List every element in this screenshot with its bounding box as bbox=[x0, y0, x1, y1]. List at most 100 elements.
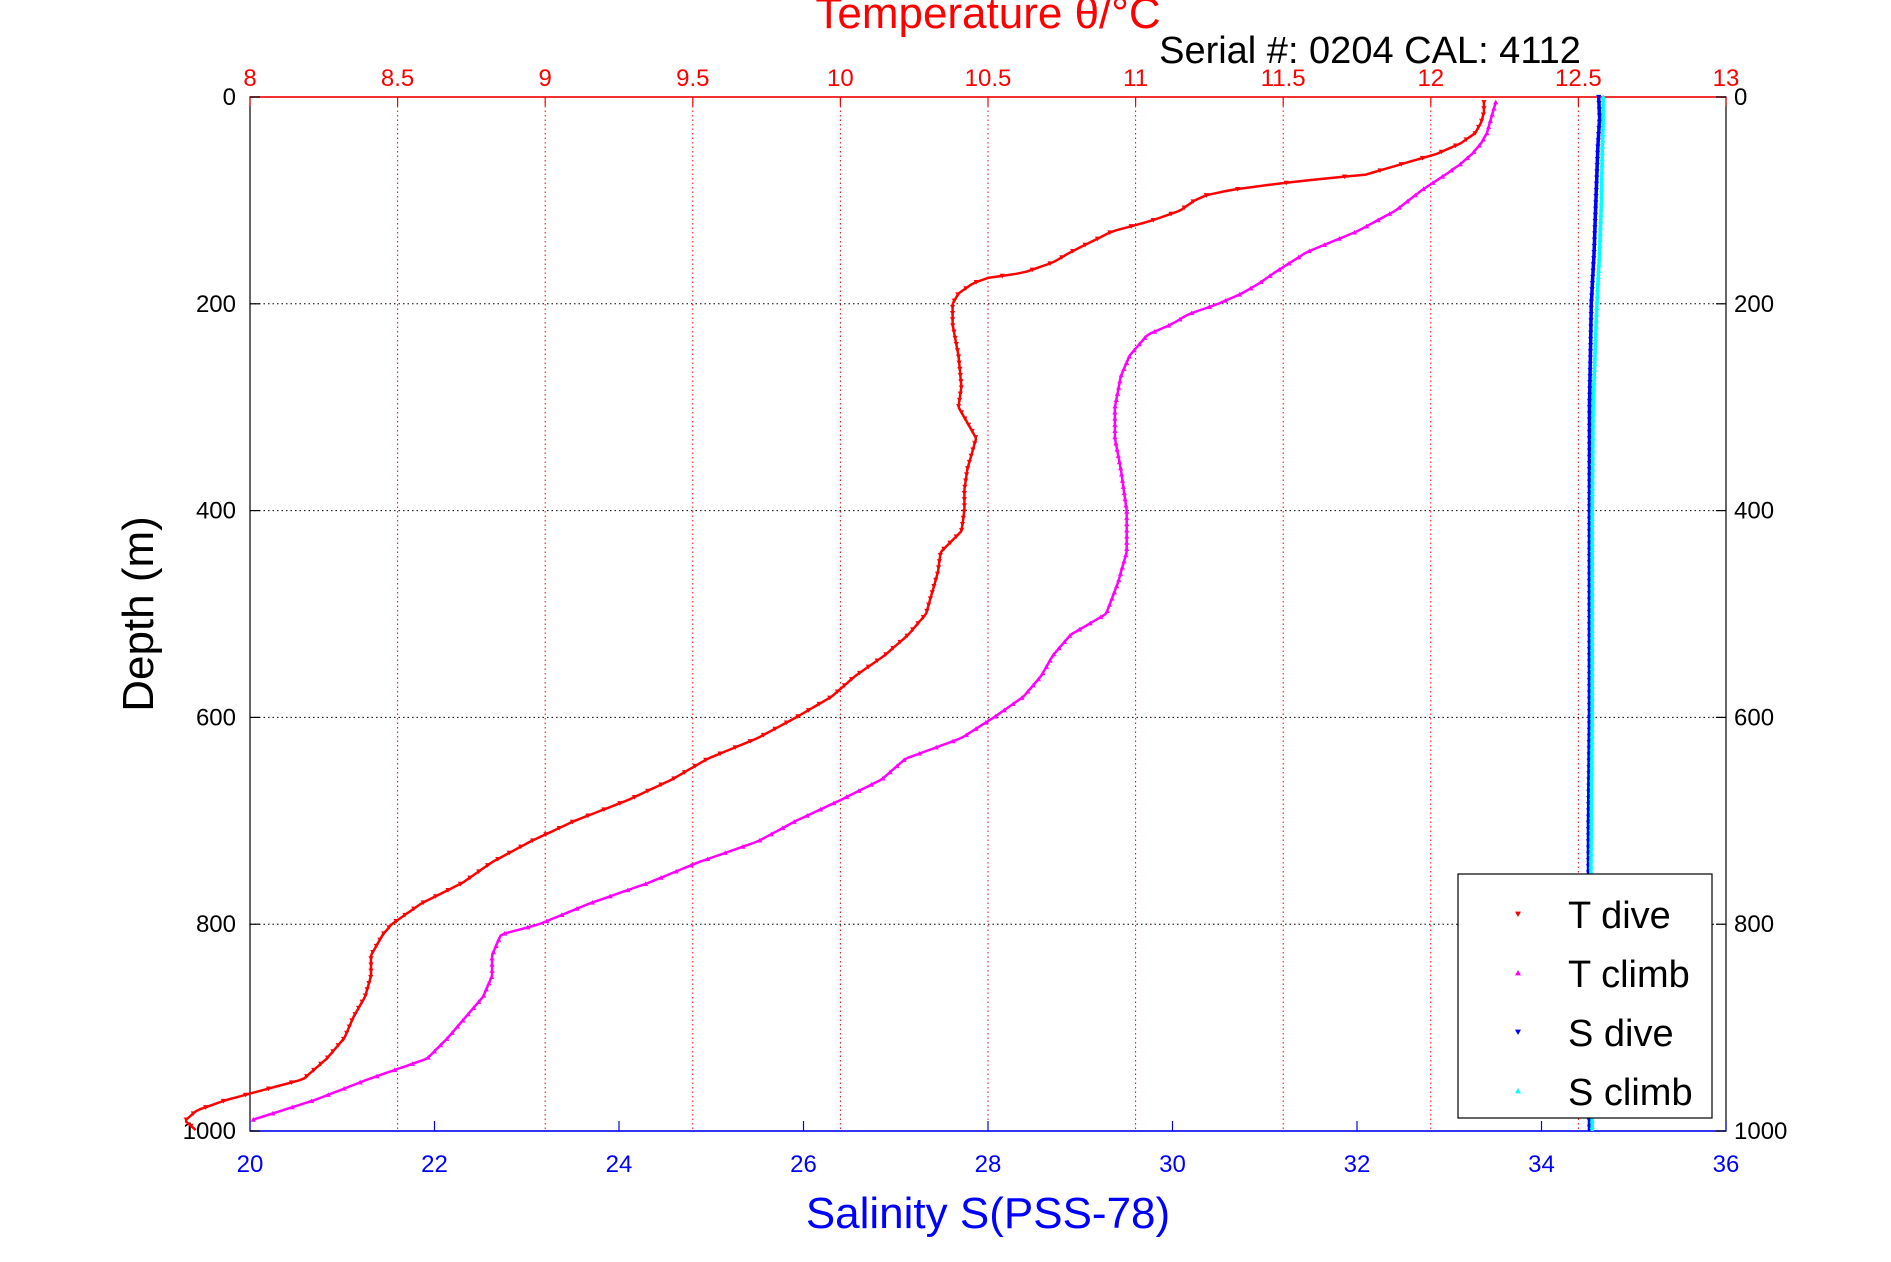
data-point bbox=[1124, 533, 1130, 539]
data-point bbox=[883, 652, 889, 657]
data-point bbox=[1112, 409, 1118, 415]
data-point bbox=[1588, 330, 1594, 336]
data-point bbox=[947, 540, 953, 546]
data-point bbox=[1589, 472, 1596, 478]
data-point bbox=[625, 887, 631, 893]
data-point bbox=[1123, 360, 1130, 365]
data-point bbox=[1029, 267, 1035, 273]
data-point bbox=[692, 763, 698, 769]
data-point bbox=[901, 757, 907, 762]
data-point bbox=[1589, 665, 1595, 670]
data-point bbox=[1588, 845, 1594, 850]
data-point bbox=[1117, 378, 1123, 384]
data-point bbox=[1590, 435, 1596, 441]
data-point bbox=[957, 373, 963, 378]
legend-marker bbox=[1515, 1088, 1521, 1094]
data-point bbox=[703, 757, 709, 763]
data-point bbox=[1587, 349, 1594, 354]
data-point bbox=[1593, 194, 1599, 199]
data-point bbox=[1589, 733, 1595, 739]
data-point bbox=[1589, 727, 1595, 732]
data-point bbox=[1136, 341, 1143, 347]
data-point bbox=[1592, 348, 1598, 354]
data-point bbox=[1589, 596, 1595, 602]
data-point bbox=[1206, 304, 1212, 309]
data-point bbox=[957, 366, 963, 372]
data-point bbox=[1589, 770, 1595, 776]
tick-label-depth-left: 1000 bbox=[183, 1118, 236, 1145]
data-point bbox=[954, 348, 961, 353]
data-point bbox=[449, 1030, 455, 1035]
data-point bbox=[486, 980, 492, 986]
data-point bbox=[1001, 707, 1007, 713]
data-point bbox=[1596, 268, 1602, 273]
tick-label-depth-left: 0 bbox=[223, 84, 236, 111]
data-point bbox=[1321, 242, 1327, 247]
data-point bbox=[856, 670, 863, 676]
data-point bbox=[1593, 206, 1599, 212]
data-point bbox=[476, 999, 482, 1004]
data-point bbox=[1113, 440, 1119, 446]
data-point bbox=[1124, 515, 1130, 520]
tick-label-depth-right: 0 bbox=[1734, 84, 1747, 111]
data-point bbox=[999, 273, 1005, 279]
data-point bbox=[1597, 237, 1603, 242]
data-point bbox=[949, 311, 956, 316]
data-point bbox=[1588, 318, 1594, 323]
data-point bbox=[1283, 180, 1289, 186]
data-point bbox=[1586, 411, 1593, 417]
data-point bbox=[927, 596, 934, 602]
data-point bbox=[1589, 547, 1595, 552]
data-point bbox=[311, 1067, 317, 1073]
data-point bbox=[1107, 602, 1113, 607]
data-point bbox=[381, 931, 387, 937]
data-point bbox=[1594, 169, 1600, 175]
data-point bbox=[926, 602, 932, 608]
legend-label: T climb bbox=[1568, 954, 1690, 996]
data-point bbox=[1589, 764, 1595, 770]
data-point bbox=[470, 1005, 477, 1011]
tick-label-depth-left: 800 bbox=[196, 911, 236, 938]
data-point bbox=[1587, 343, 1594, 348]
data-point bbox=[325, 1092, 331, 1097]
data-point bbox=[556, 825, 562, 831]
data-point bbox=[1588, 851, 1594, 856]
data-point bbox=[1030, 682, 1036, 688]
data-point bbox=[1589, 590, 1595, 596]
data-point bbox=[250, 1117, 256, 1122]
data-point bbox=[1043, 664, 1050, 669]
data-point bbox=[1491, 105, 1497, 111]
data-point bbox=[1600, 131, 1606, 137]
data-point bbox=[1597, 230, 1603, 236]
data-point bbox=[489, 955, 495, 961]
data-point bbox=[1587, 380, 1593, 385]
data-point bbox=[444, 1036, 450, 1042]
tick-label-salinity: 28 bbox=[975, 1151, 1002, 1178]
data-point bbox=[1592, 342, 1598, 348]
data-point bbox=[1463, 137, 1469, 142]
data-point bbox=[1589, 578, 1595, 583]
data-point bbox=[1236, 291, 1243, 297]
tick-label-depth-right: 1000 bbox=[1734, 1118, 1787, 1145]
data-point bbox=[1588, 807, 1595, 813]
data-point bbox=[791, 819, 797, 824]
data-point bbox=[1600, 100, 1606, 106]
data-point bbox=[1593, 181, 1600, 187]
data-point bbox=[366, 981, 372, 986]
data-point bbox=[1116, 577, 1122, 582]
data-point bbox=[460, 1017, 466, 1023]
data-point bbox=[865, 664, 872, 670]
data-point bbox=[1593, 200, 1599, 206]
data-point bbox=[1593, 311, 1600, 317]
data-point bbox=[868, 782, 874, 787]
data-point bbox=[1600, 106, 1606, 112]
data-point bbox=[1588, 795, 1595, 801]
data-point bbox=[1590, 466, 1596, 472]
data-point bbox=[961, 509, 967, 515]
data-point bbox=[1588, 801, 1595, 807]
data-point bbox=[1592, 219, 1598, 224]
data-point bbox=[1591, 379, 1597, 385]
data-point bbox=[368, 974, 374, 980]
data-point bbox=[1276, 267, 1282, 272]
data-point bbox=[1590, 268, 1596, 274]
